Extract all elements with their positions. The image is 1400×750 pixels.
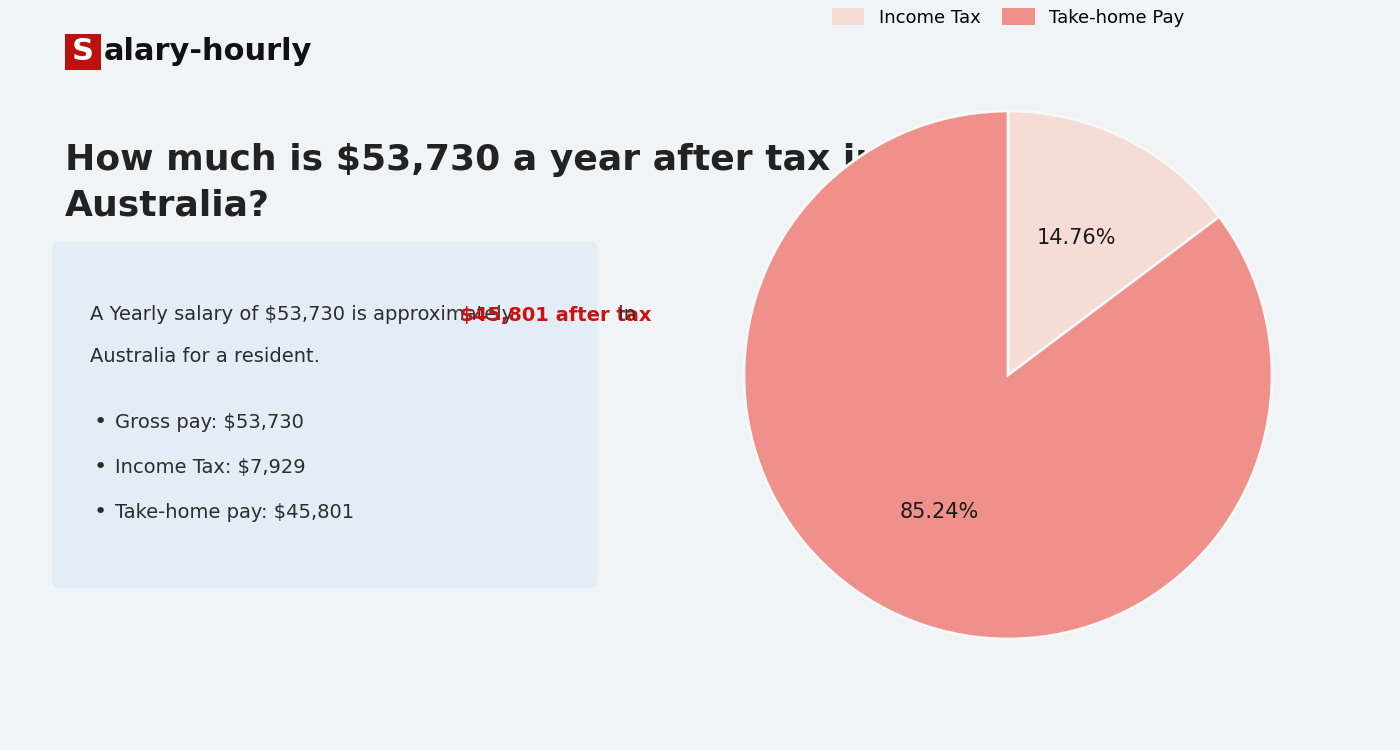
Text: A Yearly salary of $53,730 is approximately: A Yearly salary of $53,730 is approximat…: [90, 305, 519, 325]
Wedge shape: [1008, 111, 1219, 375]
Text: 85.24%: 85.24%: [900, 502, 979, 522]
Text: Take-home pay: $45,801: Take-home pay: $45,801: [115, 503, 354, 521]
Text: $45,801 after tax: $45,801 after tax: [461, 305, 651, 325]
Legend: Income Tax, Take-home Pay: Income Tax, Take-home Pay: [832, 8, 1184, 27]
Text: •: •: [94, 502, 106, 522]
Text: alary-hourly: alary-hourly: [104, 38, 312, 67]
Text: Gross pay: $53,730: Gross pay: $53,730: [115, 413, 304, 431]
Wedge shape: [743, 111, 1273, 639]
FancyBboxPatch shape: [52, 242, 598, 588]
FancyBboxPatch shape: [64, 34, 101, 70]
Text: 14.76%: 14.76%: [1037, 228, 1116, 248]
Text: How much is $53,730 a year after tax in: How much is $53,730 a year after tax in: [64, 143, 881, 177]
Text: Australia?: Australia?: [64, 188, 270, 222]
Text: Australia for a resident.: Australia for a resident.: [90, 347, 319, 367]
Text: •: •: [94, 457, 106, 477]
Text: S: S: [71, 38, 94, 67]
Text: •: •: [94, 412, 106, 432]
Text: in: in: [612, 305, 636, 325]
Text: Income Tax: $7,929: Income Tax: $7,929: [115, 458, 305, 476]
